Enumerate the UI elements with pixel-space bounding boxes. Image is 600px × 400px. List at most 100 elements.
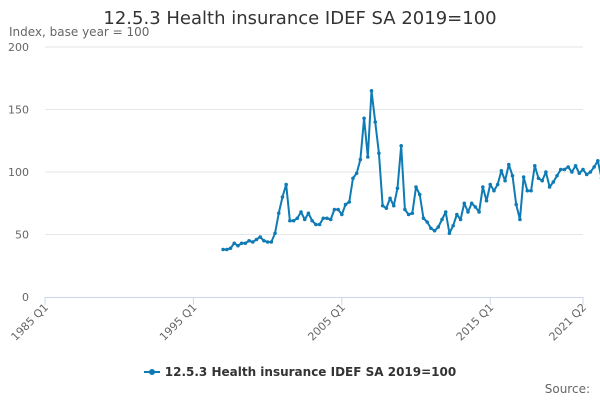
- data-point[interactable]: [395, 186, 400, 191]
- data-point[interactable]: [421, 216, 426, 221]
- data-point[interactable]: [295, 216, 300, 221]
- data-point[interactable]: [536, 176, 541, 181]
- data-point[interactable]: [236, 243, 240, 248]
- data-point[interactable]: [362, 116, 366, 121]
- data-point[interactable]: [247, 238, 251, 243]
- data-point[interactable]: [581, 167, 585, 172]
- data-point[interactable]: [228, 246, 233, 251]
- data-point[interactable]: [328, 217, 333, 222]
- data-point[interactable]: [514, 202, 519, 207]
- data-point[interactable]: [258, 235, 263, 239]
- data-point[interactable]: [410, 211, 415, 216]
- data-point[interactable]: [369, 88, 374, 93]
- data-point[interactable]: [414, 185, 418, 189]
- data-point[interactable]: [510, 173, 515, 178]
- data-point[interactable]: [443, 210, 448, 214]
- data-point[interactable]: [436, 225, 441, 229]
- data-point[interactable]: [250, 240, 255, 244]
- data-point[interactable]: [299, 210, 303, 214]
- data-point[interactable]: [377, 151, 381, 156]
- data-point[interactable]: [451, 223, 455, 228]
- data-point[interactable]: [488, 182, 493, 187]
- data-point[interactable]: [570, 170, 574, 174]
- data-point[interactable]: [544, 170, 548, 174]
- data-point[interactable]: [429, 226, 433, 231]
- data-point[interactable]: [276, 211, 281, 216]
- series-group[interactable]: [221, 88, 600, 252]
- data-point[interactable]: [388, 196, 392, 201]
- data-point[interactable]: [529, 188, 533, 193]
- data-point[interactable]: [262, 238, 266, 243]
- data-point[interactable]: [314, 222, 318, 227]
- data-point[interactable]: [239, 241, 244, 246]
- data-point[interactable]: [358, 157, 363, 162]
- data-point[interactable]: [265, 240, 270, 244]
- data-point[interactable]: [306, 211, 311, 216]
- data-point[interactable]: [351, 176, 355, 181]
- data-point[interactable]: [506, 162, 511, 167]
- data-point[interactable]: [596, 158, 600, 163]
- data-point[interactable]: [343, 202, 348, 207]
- data-point[interactable]: [232, 241, 237, 246]
- data-point[interactable]: [558, 167, 563, 172]
- data-point[interactable]: [373, 120, 378, 124]
- data-point[interactable]: [291, 218, 296, 223]
- data-point[interactable]: [225, 247, 229, 252]
- data-point[interactable]: [284, 182, 288, 187]
- data-point[interactable]: [384, 206, 389, 211]
- data-point[interactable]: [532, 163, 537, 168]
- data-point[interactable]: [469, 201, 474, 206]
- data-point[interactable]: [417, 192, 422, 197]
- data-point[interactable]: [447, 231, 452, 236]
- data-point[interactable]: [317, 222, 322, 227]
- data-point[interactable]: [462, 201, 467, 206]
- data-point[interactable]: [243, 241, 248, 246]
- data-point[interactable]: [584, 172, 589, 177]
- legend[interactable]: 12.5.3 Health insurance IDEF SA 2019=100: [0, 365, 600, 379]
- series-line[interactable]: [222, 89, 600, 251]
- data-point[interactable]: [503, 178, 507, 183]
- data-point[interactable]: [310, 218, 314, 223]
- data-point[interactable]: [477, 210, 481, 214]
- data-point[interactable]: [288, 218, 292, 223]
- data-point[interactable]: [495, 182, 500, 187]
- data-point[interactable]: [547, 185, 552, 189]
- data-point[interactable]: [573, 163, 578, 168]
- data-point[interactable]: [555, 173, 559, 178]
- data-point[interactable]: [577, 171, 582, 176]
- data-point[interactable]: [221, 247, 225, 252]
- data-point[interactable]: [466, 210, 470, 214]
- data-point[interactable]: [325, 216, 329, 221]
- data-point[interactable]: [391, 203, 396, 208]
- data-point[interactable]: [406, 212, 411, 217]
- data-point[interactable]: [336, 207, 340, 212]
- data-point[interactable]: [332, 207, 337, 212]
- data-point[interactable]: [521, 175, 526, 179]
- data-point[interactable]: [273, 231, 277, 236]
- data-point[interactable]: [484, 198, 489, 203]
- data-point[interactable]: [399, 143, 403, 148]
- data-point[interactable]: [340, 212, 344, 217]
- data-point[interactable]: [280, 195, 285, 199]
- data-point[interactable]: [347, 200, 352, 204]
- data-point[interactable]: [269, 240, 274, 244]
- data-point[interactable]: [403, 207, 407, 212]
- data-point[interactable]: [481, 185, 485, 189]
- data-point[interactable]: [380, 203, 385, 208]
- data-point[interactable]: [499, 168, 504, 173]
- data-point[interactable]: [518, 217, 522, 222]
- data-point[interactable]: [588, 170, 593, 174]
- data-point[interactable]: [492, 188, 496, 193]
- data-point[interactable]: [562, 167, 567, 172]
- data-point[interactable]: [458, 217, 463, 222]
- data-point[interactable]: [540, 178, 544, 183]
- data-point[interactable]: [525, 188, 530, 193]
- data-point[interactable]: [551, 180, 556, 184]
- data-point[interactable]: [455, 212, 459, 217]
- data-point[interactable]: [354, 171, 359, 176]
- data-point[interactable]: [566, 165, 570, 169]
- data-point[interactable]: [321, 216, 326, 221]
- data-point[interactable]: [254, 237, 259, 242]
- data-point[interactable]: [592, 165, 596, 169]
- data-point[interactable]: [440, 217, 444, 222]
